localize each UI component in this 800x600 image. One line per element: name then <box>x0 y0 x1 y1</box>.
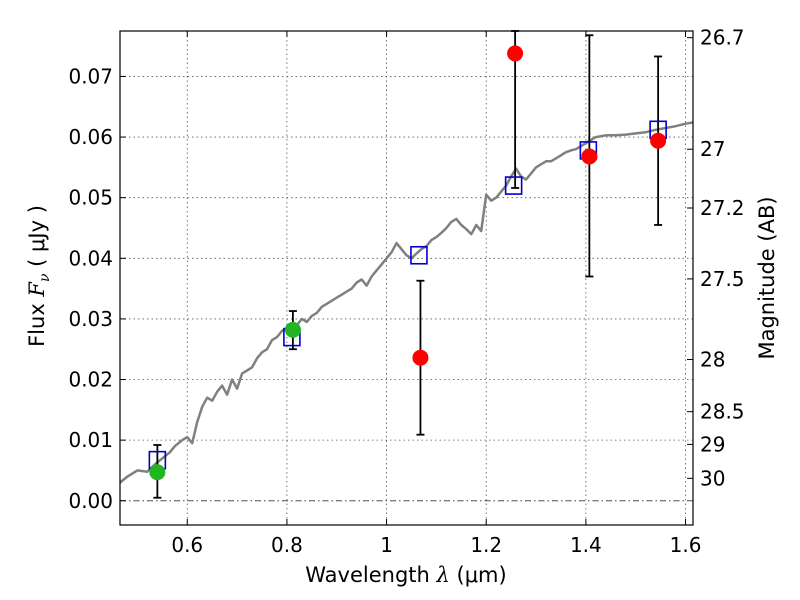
y-tick-label: 0.07 <box>68 64 113 88</box>
x-tick-label: 1 <box>380 533 393 557</box>
x-axis-label: Wavelength λ (μm) <box>305 563 506 587</box>
y2-axis-label: Magnitude (AB) <box>755 196 779 359</box>
y-tick-label: 0.01 <box>68 428 113 452</box>
plot-frame <box>119 30 694 526</box>
y-tick-label: 0.06 <box>68 125 113 149</box>
grid-layer <box>120 31 693 525</box>
y-tick-label: 0.03 <box>68 307 113 331</box>
y2-tick-label: 26.7 <box>700 26 745 50</box>
y-tick-label: 0.00 <box>68 489 113 513</box>
spectrum-layer <box>119 121 694 484</box>
y-tick-label: 0.04 <box>68 246 113 270</box>
x-tick-label: 1.6 <box>670 533 702 557</box>
observed-green-point <box>284 321 301 338</box>
x-tick-label: 0.6 <box>171 533 203 557</box>
x-tick-label: 1.4 <box>570 533 602 557</box>
y-tick-label: 0.05 <box>68 186 113 210</box>
model-spectrum-line <box>119 121 694 484</box>
y2-tick-label: 28.5 <box>700 400 745 424</box>
y2-tick-label: 30 <box>700 466 725 490</box>
observed-red-point <box>581 148 598 165</box>
tick-layer: 0.6 0.8 1 1.2 1.4 1.6 0.00 0.01 0.02 0.03 0.04 0.05… <box>68 26 744 557</box>
observed-green-point <box>149 464 166 481</box>
marker-layer <box>148 45 667 481</box>
y2-tick-label: 27.2 <box>700 196 745 220</box>
y2-tick-label: 28 <box>700 348 725 372</box>
model-flux-square <box>504 176 523 195</box>
y2-tick-label: 27.5 <box>700 267 745 291</box>
model-flux-square <box>410 245 428 265</box>
x-tick-label: 1.2 <box>470 533 502 557</box>
x-tick-label: 0.8 <box>271 533 303 557</box>
observed-red-point <box>650 132 667 149</box>
y2-tick-label: 29 <box>700 432 725 456</box>
observed-red-point <box>412 349 429 366</box>
y2-tick-label: 27 <box>700 137 725 161</box>
observed-red-point <box>507 45 524 62</box>
y-axis-label: Flux Fν ( μJy ) <box>25 205 53 347</box>
y-tick-label: 0.02 <box>68 368 113 392</box>
